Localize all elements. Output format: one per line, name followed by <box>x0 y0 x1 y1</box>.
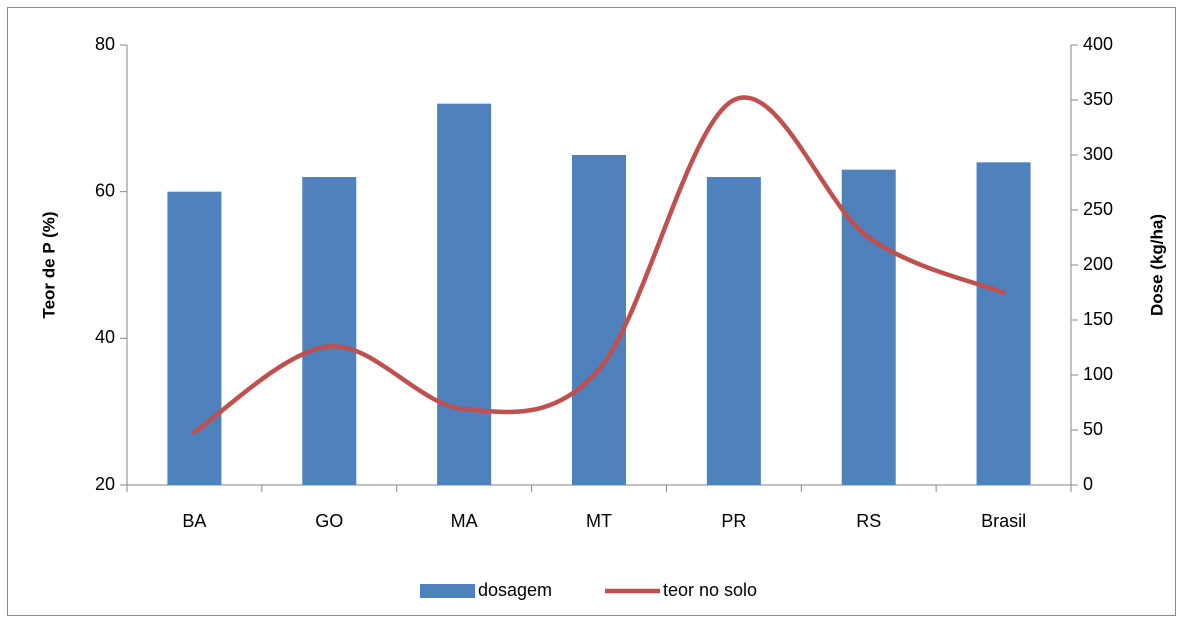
legend-swatch <box>420 584 475 598</box>
bar <box>437 103 492 486</box>
bar <box>302 177 357 485</box>
y-tick-label: 40 <box>95 327 115 347</box>
y-tick-label: 80 <box>95 34 115 54</box>
legend-label: dosagem <box>478 580 552 600</box>
y-tick-label: 20 <box>95 474 115 494</box>
bar <box>572 155 626 485</box>
y2-tick-label: 50 <box>1083 419 1103 439</box>
line <box>192 95 1006 435</box>
y2-tick-label: 200 <box>1083 254 1113 274</box>
bar <box>706 177 761 485</box>
y2-tick-label: 0 <box>1083 474 1093 494</box>
x-tick-label: MA <box>451 511 478 531</box>
y2-axis-title: Dose (kg/ha) <box>1147 214 1166 316</box>
bar <box>976 162 1031 486</box>
y2-tick-label: 150 <box>1083 309 1113 329</box>
x-tick-label: PR <box>721 511 746 531</box>
y2-tick-label: 250 <box>1083 199 1113 219</box>
y2-tick-label: 300 <box>1083 144 1113 164</box>
bar <box>167 191 222 485</box>
y2-tick-label: 100 <box>1083 364 1113 384</box>
x-tick-label: RS <box>856 511 881 531</box>
y2-tick-label: 350 <box>1083 89 1113 109</box>
x-tick-label: GO <box>315 511 343 531</box>
y-tick-label: 60 <box>95 180 115 200</box>
y2-tick-label: 400 <box>1083 34 1113 54</box>
y-axis-title: Teor de P (%) <box>39 211 58 318</box>
x-tick-label: Brasil <box>981 511 1026 531</box>
x-tick-label: BA <box>182 511 206 531</box>
x-tick-label: MT <box>586 511 612 531</box>
legend-label: teor no solo <box>663 580 757 600</box>
